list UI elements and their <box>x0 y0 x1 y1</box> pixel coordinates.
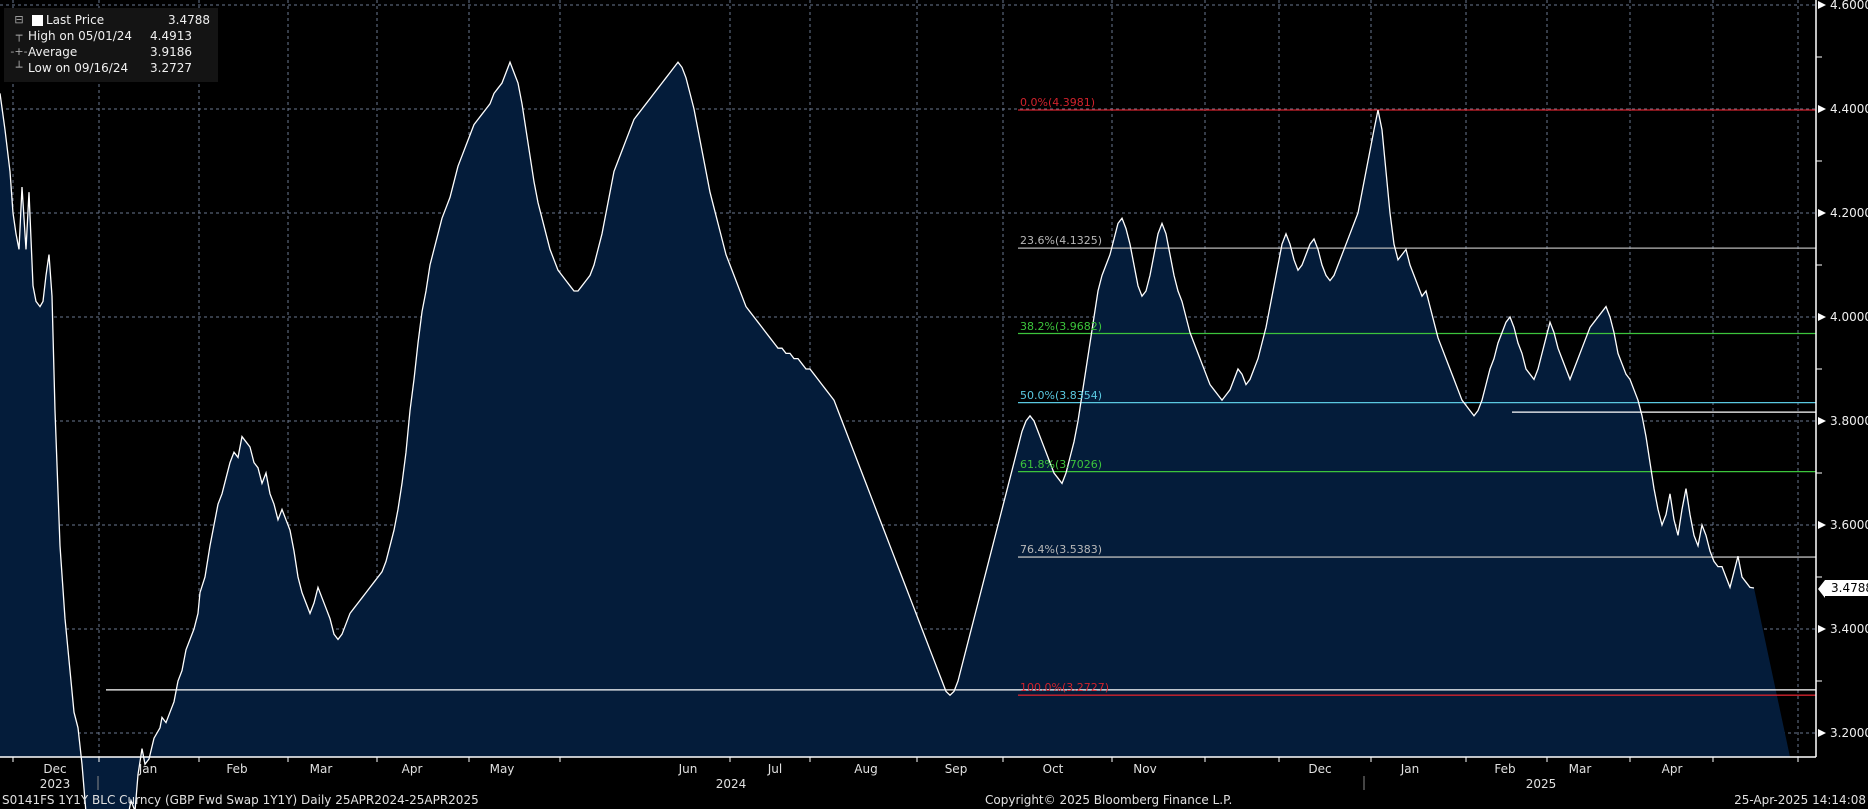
fib-label: 50.0%(3.8354) <box>1020 388 1103 402</box>
x-month-label: Oct <box>1042 762 1064 776</box>
y-tick-label: 4.2000 <box>1830 206 1868 220</box>
price-line <box>0 60 1755 809</box>
tick-arrow-icon <box>1818 729 1826 737</box>
x-year-label: 2023 <box>39 777 71 791</box>
x-month-label: Apr <box>401 762 423 776</box>
high-marker-icon: ┬ <box>15 29 23 42</box>
y-tick-label: 3.2000 <box>1830 726 1868 740</box>
legend-item-high[interactable]: ┬ High on 05/01/24 4.4913 <box>10 28 210 44</box>
x-month-label: Dec <box>1308 762 1332 776</box>
tick-arrow-icon <box>1818 209 1826 217</box>
x-month-label: Mar <box>1568 762 1592 776</box>
tick-arrow-icon <box>1818 313 1826 321</box>
y-tick-label: 4.6000 <box>1830 0 1868 12</box>
y-tick-label: 4.0000 <box>1830 310 1868 324</box>
fib-label: 100.0%(3.2727) <box>1020 681 1110 695</box>
collapse-icon[interactable]: ⊟ <box>14 13 24 26</box>
price-area <box>0 62 1790 809</box>
tick-arrow-icon <box>1818 521 1826 529</box>
x-month-label: Jan <box>1400 762 1420 776</box>
legend[interactable]: ⊟ Last Price 3.4788 ┬ High on 05/01/24 4… <box>4 8 218 82</box>
fib-label: 23.6%(4.1325) <box>1020 234 1103 248</box>
average-marker-icon: -+- <box>10 45 28 58</box>
legend-item-last-price[interactable]: ⊟ Last Price 3.4788 <box>10 12 210 28</box>
y-tick-label: 4.4000 <box>1830 102 1868 116</box>
tick-arrow-icon <box>1818 417 1826 425</box>
fibonacci-lines <box>1018 109 1816 696</box>
x-month-label: Jan <box>138 762 158 776</box>
x-month-label: Nov <box>1133 762 1157 776</box>
x-axis-ticks <box>12 757 1799 790</box>
square-icon <box>32 14 43 26</box>
x-month-label: Sep <box>944 762 968 776</box>
legend-item-low[interactable]: ┴ Low on 09/16/24 3.2727 <box>10 60 210 76</box>
y-tick-label: 3.4000 <box>1830 622 1868 636</box>
x-month-label: Mar <box>309 762 333 776</box>
timestamp: 25-Apr-2025 14:14:08 <box>1734 793 1866 807</box>
x-month-label: Jul <box>767 762 783 776</box>
legend-item-average[interactable]: -+- Average 3.9186 <box>10 45 192 59</box>
fib-label: 76.4%(3.5383) <box>1020 543 1103 557</box>
x-month-label: Aug <box>854 762 878 776</box>
x-month-label: Jun <box>678 762 698 776</box>
last-price-tag: 3.4788 <box>1818 580 1868 598</box>
x-month-label: Feb <box>226 762 248 776</box>
y-axis-ticks <box>1816 56 1822 682</box>
tick-arrow-icon <box>1818 1 1826 9</box>
x-month-label: Apr <box>1661 762 1683 776</box>
y-tick-label: 3.8000 <box>1830 414 1868 428</box>
fib-label: 0.0%(4.3981) <box>1020 95 1096 109</box>
y-tick-label: 3.6000 <box>1830 518 1868 532</box>
x-year-label: 2025 <box>1525 777 1557 791</box>
copyright: Copyright© 2025 Bloomberg Finance L.P. <box>985 793 1233 807</box>
tick-arrow-icon <box>1818 105 1826 113</box>
security-description: S0141FS 1Y1Y BLC Curncy (GBP Fwd Swap 1Y… <box>2 793 479 807</box>
low-marker-icon: ┴ <box>15 61 23 74</box>
fib-label: 61.8%(3.7026) <box>1020 457 1103 471</box>
fib-label: 38.2%(3.9682) <box>1020 319 1103 333</box>
x-year-label: 2024 <box>715 777 747 791</box>
x-month-label: May <box>489 762 515 776</box>
tick-arrow-icon <box>1818 625 1826 633</box>
x-month-label: Feb <box>1494 762 1516 776</box>
support-lines <box>106 411 1816 691</box>
x-month-label: Dec <box>43 762 67 776</box>
